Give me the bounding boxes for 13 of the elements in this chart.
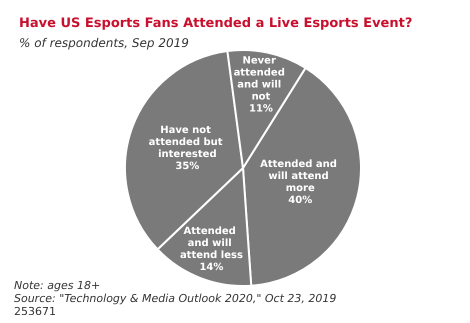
data-label: 14%	[199, 262, 224, 273]
slice-label: Attended and will attend more	[260, 158, 340, 194]
data-label: 35%	[175, 160, 200, 172]
source-note: Source: "Technology & Media Outlook 2020," Oct 23, 2019	[14, 292, 336, 305]
slice-label: Never attended and will not	[234, 55, 288, 102]
chart-title: Have US Esports Fans Attended a Live Esports Event?	[19, 16, 412, 31]
data-label: 11%	[248, 103, 273, 114]
data-label: 40%	[288, 194, 312, 206]
slice-label: Attended and will attend less	[180, 226, 243, 261]
chart-subtitle: % of respondents, Sep 2019	[19, 36, 189, 50]
text: Note: ages 18+	[14, 279, 100, 292]
text: 253671	[14, 305, 56, 318]
slice-label: Have not attended but interested	[148, 124, 226, 160]
